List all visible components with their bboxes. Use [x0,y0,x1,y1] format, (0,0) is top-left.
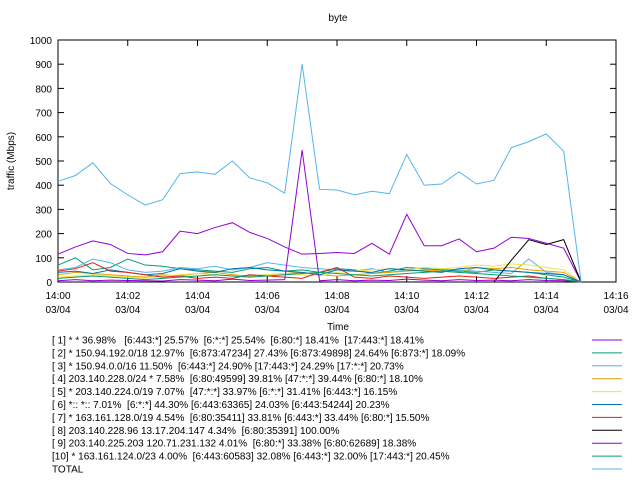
x-tick-label: 14:16 03/04 [603,291,628,316]
y-tick-label: 100 [35,254,52,265]
y-tick-label: 700 [35,109,52,120]
y-axis-label: traffic (Mbps) [6,132,17,190]
legend-label: [ 8] 203.140.228.96 13.17.204.147 4.34% … [52,426,340,437]
legend-label: [ 4] 203.140.228.0/24 * 7.58% [6:80:4959… [52,374,423,385]
legend-label: [ 3] * 150.94.0.0/16 11.50% [6:443:*] 24… [52,361,404,372]
y-tick-label: 1000 [30,36,53,47]
x-tick-label: 14:04 03/04 [185,291,210,316]
y-tick-label: 800 [35,84,52,95]
legend-label: [ 5] * 203.140.224.0/19 7.07% [47:*:*] 3… [52,387,397,398]
x-tick-label: 14:10 03/04 [394,291,419,316]
y-tick-label: 400 [35,181,52,192]
series-line [57,213,582,283]
y-tick-label: 500 [35,157,52,168]
y-tick-label: 600 [35,133,52,144]
y-tick-label: 0 [46,278,52,289]
y-tick-label: 900 [35,60,52,71]
legend-label: [ 1] * * 36.98% [6:443:*] 25.57% [6:*:*]… [52,336,424,347]
series-line [57,270,582,283]
series-line [57,64,582,283]
series-line [57,258,582,283]
legend-label: [ 2] * 150.94.192.0/18 12.97% [6:873:472… [52,348,465,359]
series-line [57,263,582,283]
chart-title: byte [329,13,348,24]
x-axis-label: Time [327,322,349,333]
legend-label: [ 9] 203.140.225.203 120.71.231.132 4.01… [52,439,416,450]
legend-label: [10] * 163.161.124.0/23 4.00% [6:443:605… [52,452,450,463]
series-line [493,239,582,283]
x-tick-label: 14:02 03/04 [115,291,140,316]
plot-frame [57,39,617,283]
legend-label: [ 7] * 163.161.128.0/19 4.54% [6:80:3541… [52,413,429,424]
y-tick-label: 300 [35,205,52,216]
x-tick-label: 14:12 03/04 [464,291,489,316]
y-tick-label: 200 [35,230,52,241]
x-tick-label: 14:06 03/04 [255,291,280,316]
x-tick-label: 14:00 03/04 [45,291,70,316]
legend-label: TOTAL [52,465,84,476]
legend-label: [ 6] *:: *:: 7.01% [6:*:*] 44.30% [6:443… [52,400,390,411]
series-line [57,150,582,283]
x-tick-label: 14:14 03/04 [534,291,559,316]
x-tick-label: 14:08 03/04 [324,291,349,316]
